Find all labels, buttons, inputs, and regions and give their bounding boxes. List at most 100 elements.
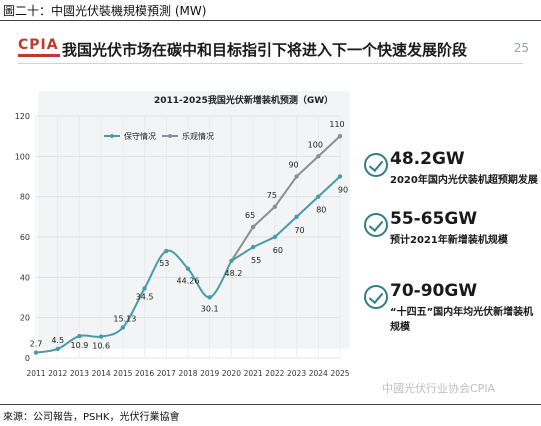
historical-point (120, 325, 126, 330)
card-2020: 48.2GW 2020年国内光伏装机超预期发展 (354, 147, 538, 201)
forecast-point (250, 244, 256, 250)
card-14th-five-year: 70-90GW “十四五”国内年均光伏新增装机规模 (354, 279, 534, 333)
y-tick-label: 40 (20, 273, 30, 282)
forecast-point (294, 174, 299, 179)
x-tick-label: 2014 (92, 369, 111, 378)
x-tick-label: 2024 (309, 369, 328, 378)
forecast-data-label: 100 (308, 140, 323, 149)
card-description: 预计2021年新增装机规模 (390, 235, 508, 246)
page-number: 25 (513, 41, 529, 55)
historical-point (33, 350, 39, 355)
historical-data-label: 15.13 (113, 314, 136, 323)
logo-text: CPIA (18, 37, 59, 53)
historical-point (77, 333, 82, 339)
historical-data-label: 34.5 (136, 292, 154, 301)
x-tick-label: 2016 (135, 369, 154, 378)
source-divider (0, 404, 541, 405)
x-tick-label: 2025 (330, 369, 349, 378)
historical-point (98, 334, 104, 339)
forecast-point (316, 154, 321, 159)
forecast-point (272, 234, 278, 240)
x-tick-label: 2011 (26, 369, 45, 378)
check-circle-icon (364, 213, 388, 237)
watermark: 中國光伏行业协会CPIA (382, 382, 496, 395)
historical-point (142, 286, 147, 291)
historical-data-label: 48.2 (225, 269, 243, 278)
forecast-data-label: 80 (316, 206, 326, 215)
historical-point (185, 266, 191, 271)
historical-data-label: 30.1 (201, 304, 219, 313)
forecast-point (316, 194, 321, 199)
forecast-line (230, 135, 341, 262)
source-note: 來源：公司報告，PSHK，光伏行業協會 (3, 412, 180, 423)
x-tick-label: 2021 (244, 369, 263, 378)
card-value: 55-65GW (390, 209, 478, 229)
series-lines (35, 135, 341, 354)
x-tick-label: 2012 (48, 369, 67, 378)
legend: 保守情况 乐观情况 (104, 131, 214, 141)
x-tick-label: 2020 (222, 369, 241, 378)
x-tick-label: 2015 (113, 369, 132, 378)
forecast-data-label: 90 (288, 161, 298, 170)
y-tick-label: 0 (25, 354, 30, 363)
historical-point (55, 346, 60, 352)
card-description: “十四五”国内年均光伏新增装机规模 (390, 307, 534, 333)
card-value: 70-90GW (390, 281, 478, 301)
forecast-data-label: 110 (329, 120, 344, 129)
forecast-point (337, 174, 343, 179)
x-tick-label: 2013 (70, 369, 89, 378)
cpia-logo: CPIA (18, 37, 60, 59)
gridlines (35, 115, 341, 359)
legend-marker (110, 134, 114, 138)
forecast-data-label: 70 (294, 226, 304, 235)
slide-title: 我国光伏市场在碳中和目标指引下将进入下一个快速发展阶段 (62, 41, 468, 59)
check-circle-icon (364, 153, 388, 177)
title-divider (18, 63, 523, 64)
chart-title: 2011-2025我国光伏新增装机预测（GW） (154, 94, 333, 106)
card-2021: 55-65GW 预计2021年新增装机规模 (354, 207, 534, 261)
historical-data-label: 2.7 (30, 340, 43, 349)
x-tick-label: 2023 (287, 369, 306, 378)
forecast-point (272, 204, 278, 209)
historical-data-label: 53 (159, 259, 169, 268)
legend-label: 乐观情况 (182, 131, 214, 141)
card-value: 48.2GW (390, 149, 465, 169)
logo-underline (18, 54, 60, 57)
forecast-data-label: 65 (245, 211, 255, 220)
caption-divider (0, 20, 541, 21)
y-tick-label: 80 (20, 193, 30, 202)
forecast-point (294, 214, 299, 220)
card-description: 2020年国内光伏装机超预期发展 (390, 175, 538, 186)
figure-caption: 圖二十：中國光伏裝機規模預測 (MW) (3, 4, 207, 18)
forecast-data-label: 75 (267, 191, 277, 200)
y-tick-label: 60 (20, 233, 30, 242)
historical-data-label: 4.5 (51, 336, 64, 345)
forecast-point (250, 224, 256, 230)
historical-data-label: 10.9 (71, 341, 89, 350)
x-tick-label: 2018 (178, 369, 197, 378)
historical-point (164, 248, 169, 254)
x-tick-label: 2019 (200, 369, 219, 378)
data-points (33, 133, 343, 355)
y-tick-label: 120 (15, 112, 30, 121)
historical-point (229, 258, 234, 263)
forecast-data-label: 90 (338, 186, 348, 195)
forecast-point (337, 133, 343, 139)
legend-label: 保守情况 (124, 131, 156, 141)
chart-panel (38, 91, 350, 349)
y-axis-ticks: 0 20 40 60 80 100 120 (15, 112, 30, 363)
x-tick-label: 2017 (157, 369, 176, 378)
historical-data-label: 10.6 (92, 342, 110, 351)
historical-line (35, 249, 233, 354)
forecast-data-label: 55 (251, 256, 261, 265)
historical-data-label: 44.26 (177, 277, 200, 286)
y-tick-label: 20 (20, 314, 30, 323)
historical-point (207, 295, 212, 300)
check-circle-icon (364, 285, 388, 309)
chart: 2011-2025我国光伏新增装机预测（GW） 020406080100120 … (15, 91, 350, 378)
legend-marker (168, 134, 172, 138)
x-axis-ticks: 2011 2012 2013 2014 2015 2016 2017 2018 2019 2020… (26, 369, 349, 378)
slide: CPIA 我国光伏市场在碳中和目标指引下将进入下一个快速发展阶段 25 2011… (4, 23, 538, 403)
x-tick-label: 2022 (265, 369, 284, 378)
data-labels: 2.7 4.5 10.9 10.6 15.13 34.5 53 44.26 30.1 48.2 55… (30, 120, 348, 350)
